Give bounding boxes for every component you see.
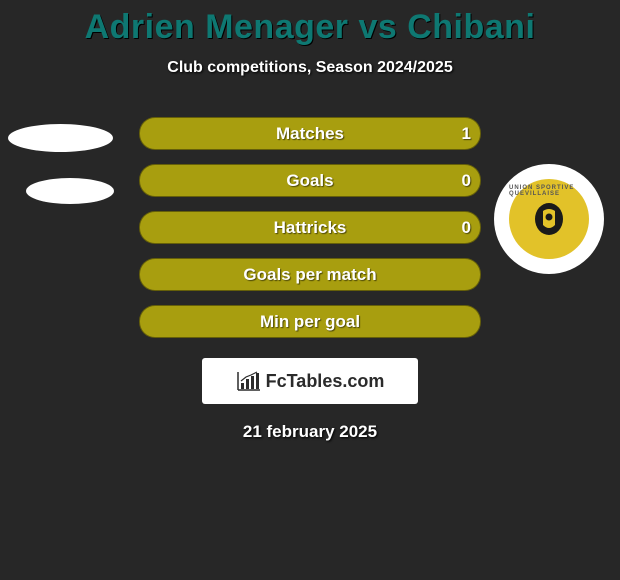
stat-bar-row: Matches1 [139,117,481,150]
decor-ellipse [8,124,113,152]
stat-bar-label: Goals [139,164,481,197]
bar-chart-icon [236,370,262,392]
page-subtitle: Club competitions, Season 2024/2025 [0,59,620,77]
stat-bar-row: Min per goal [139,305,481,338]
stat-bar-row: Goals0 [139,164,481,197]
fctables-logo-box: FcTables.com [202,358,418,404]
stat-bar-value-right: 1 [462,117,471,150]
stat-bar-label: Min per goal [139,305,481,338]
club-badge-inner: UNION SPORTIVE QUEVILLAISE [509,179,589,259]
stat-bar-label: Hattricks [139,211,481,244]
page-title: Adrien Menager vs Chibani [0,0,620,47]
decor-ellipse [26,178,114,204]
stat-bar-row: Hattricks0 [139,211,481,244]
stat-bar-row: Goals per match [139,258,481,291]
club-badge-right: UNION SPORTIVE QUEVILLAISE [494,164,604,274]
stat-bar-label: Goals per match [139,258,481,291]
infographic-date: 21 february 2025 [0,422,620,442]
club-badge-emblem-icon [527,197,571,241]
stat-bar-value-right: 0 [462,211,471,244]
fctables-logo-text: FcTables.com [266,371,385,392]
club-badge-ring-text: UNION SPORTIVE QUEVILLAISE [509,185,589,197]
stat-bar-label: Matches [139,117,481,150]
stat-bar-value-right: 0 [462,164,471,197]
